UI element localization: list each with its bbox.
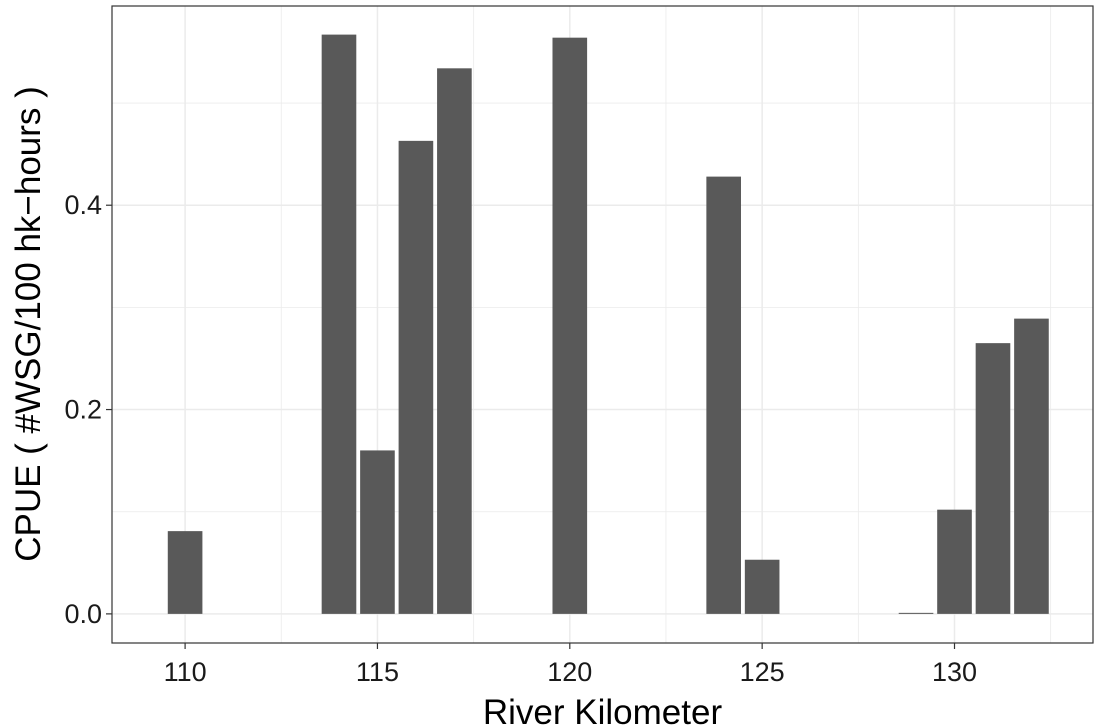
x-tick-label: 120 — [547, 657, 592, 687]
x-tick-label: 130 — [932, 657, 977, 687]
bar-115 — [360, 450, 395, 614]
x-axis-title: River Kilometer — [483, 693, 723, 728]
bar-114 — [321, 34, 357, 614]
bar-125 — [744, 559, 780, 614]
bar-130 — [937, 509, 972, 614]
bar-120 — [552, 37, 588, 614]
bar-132 — [1014, 318, 1049, 614]
y-tick-label: 0.2 — [64, 395, 102, 425]
y-axis-title: CPUE ( #WSG/100 hk−hours ) — [9, 86, 48, 562]
bar-117 — [437, 68, 472, 614]
bar-124 — [706, 176, 741, 614]
bar-116 — [398, 140, 434, 614]
x-tick-label: 115 — [356, 657, 399, 687]
y-tick-label: 0.4 — [64, 190, 102, 220]
bar-131 — [975, 343, 1011, 614]
x-tick-label: 125 — [740, 657, 785, 687]
x-axis-ticks: 110 115 120 125 130 — [164, 643, 977, 687]
y-tick-label: 0.0 — [64, 599, 102, 629]
plot-border — [111, 5, 1094, 644]
bars — [167, 34, 1049, 614]
minor-gridlines — [112, 6, 1093, 643]
bar-129 — [898, 612, 934, 614]
y-axis-ticks: 0.0 0.2 0.4 — [64, 190, 112, 629]
plot-panel — [112, 6, 1093, 643]
x-tick-label: 110 — [164, 657, 207, 687]
bar-110 — [167, 531, 203, 614]
